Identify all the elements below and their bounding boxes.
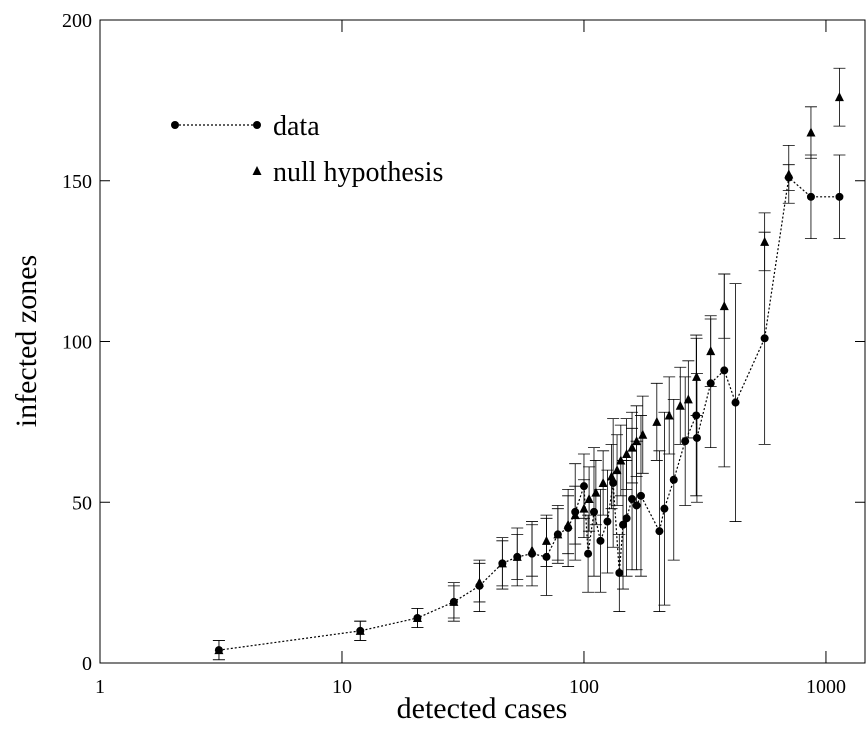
point (784, 169, 794, 179)
point (622, 514, 631, 523)
x-axis-label: detected cases (397, 692, 568, 725)
point (449, 596, 459, 606)
y-axis-label: infected zones (10, 255, 43, 427)
point (596, 536, 605, 545)
point (412, 612, 422, 622)
y-tick-label: 200 (62, 10, 92, 32)
y-tick-label: 150 (62, 171, 92, 193)
point (681, 437, 690, 446)
x-tick-label: 1 (95, 676, 105, 698)
point (541, 535, 551, 545)
y-tick-label: 50 (72, 492, 92, 514)
point (834, 92, 844, 102)
point (527, 545, 537, 555)
point (835, 192, 844, 201)
point (591, 487, 601, 497)
point (683, 394, 693, 404)
point (731, 398, 740, 407)
point (655, 527, 664, 536)
point (675, 400, 685, 410)
point (474, 577, 484, 587)
point (760, 334, 769, 343)
point (692, 433, 701, 442)
point (589, 507, 598, 516)
point (598, 477, 608, 487)
point (627, 442, 637, 452)
point (669, 475, 678, 484)
point (760, 236, 770, 246)
point (806, 127, 816, 137)
y-tick-label: 0 (82, 653, 92, 675)
point (636, 491, 645, 500)
legend-label: null hypothesis (273, 157, 443, 188)
point (692, 371, 702, 381)
legend-marker (252, 166, 262, 175)
point (497, 558, 507, 568)
point (603, 517, 612, 526)
point (512, 551, 522, 561)
point (619, 520, 628, 529)
legend-marker (171, 121, 179, 129)
point (638, 429, 648, 439)
point (553, 529, 563, 539)
point (720, 366, 729, 375)
point (355, 625, 365, 635)
point (719, 301, 729, 311)
point (632, 501, 641, 510)
point (806, 192, 815, 201)
legend-marker (253, 121, 261, 129)
point (616, 455, 626, 465)
plot-frame (99, 19, 866, 664)
point (584, 549, 593, 558)
point (706, 346, 716, 356)
point (584, 494, 594, 504)
y-tick-label: 100 (62, 332, 92, 354)
point (628, 495, 637, 504)
point (660, 504, 669, 513)
point (612, 465, 622, 475)
point (607, 471, 617, 481)
x-tick-label: 100 (569, 676, 599, 698)
point (664, 410, 674, 420)
point (579, 503, 589, 513)
point (563, 519, 573, 529)
point (622, 449, 632, 459)
legend-label: data (273, 111, 320, 142)
x-tick-label: 1000 (806, 676, 846, 698)
point (632, 436, 642, 446)
point (214, 645, 224, 655)
series-line (218, 176, 840, 651)
point (570, 510, 580, 520)
x-tick-label: 10 (332, 676, 352, 698)
point (615, 568, 624, 577)
point (652, 416, 662, 426)
